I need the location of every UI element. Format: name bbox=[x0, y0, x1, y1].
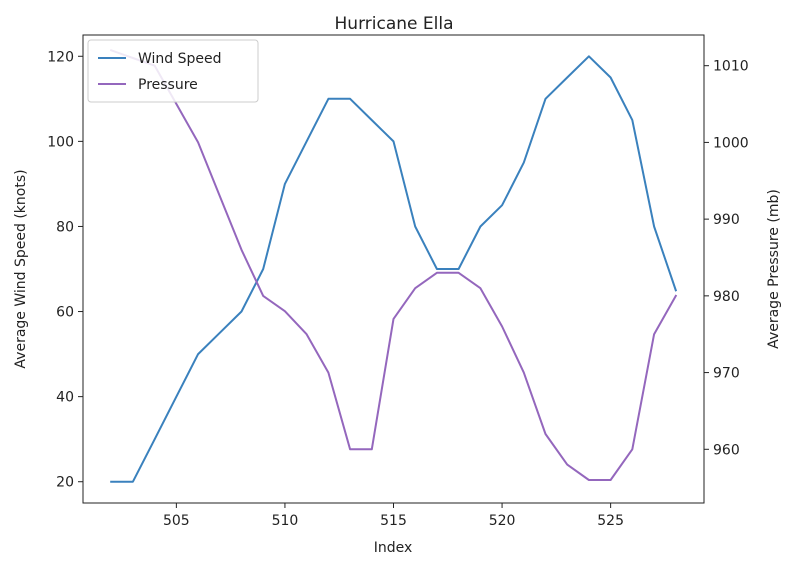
right-y-tick-label: 970 bbox=[713, 366, 740, 382]
x-tick-label: 520 bbox=[489, 513, 516, 529]
right-y-tick-label: 980 bbox=[713, 289, 740, 305]
right-y-tick-label: 990 bbox=[713, 212, 740, 228]
x-tick-label: 505 bbox=[163, 513, 190, 529]
left-y-tick-label: 60 bbox=[56, 305, 74, 321]
left-y-axis-label: Average Wind Speed (knots) bbox=[13, 169, 29, 368]
right-y-tick-label: 960 bbox=[713, 442, 740, 458]
right-y-axis-label: Average Pressure (mb) bbox=[766, 189, 782, 349]
x-axis-label: Index bbox=[374, 540, 413, 556]
legend: Wind Speed Pressure bbox=[87, 39, 259, 103]
left-y-tick-label: 80 bbox=[56, 219, 74, 235]
series-line-wind-speed bbox=[110, 55, 678, 483]
left-y-tick-label: 40 bbox=[56, 390, 74, 406]
right-y-tick-label: 1000 bbox=[713, 135, 749, 151]
legend-label-wind-speed: Wind Speed bbox=[138, 51, 222, 67]
x-tick-label: 510 bbox=[272, 513, 299, 529]
legend-box bbox=[87, 39, 259, 103]
series-line-pressure bbox=[109, 49, 678, 481]
left-y-tick-label: 120 bbox=[47, 49, 74, 65]
right-y-tick-label: 1010 bbox=[713, 59, 749, 75]
chart-title: Hurricane Ella bbox=[335, 14, 454, 34]
left-y-tick-label: 100 bbox=[47, 134, 74, 150]
legend-label-pressure: Pressure bbox=[138, 77, 198, 93]
x-tick-label: 525 bbox=[597, 513, 624, 529]
left-y-tick-label: 20 bbox=[56, 475, 74, 491]
x-tick-label: 515 bbox=[380, 513, 407, 529]
